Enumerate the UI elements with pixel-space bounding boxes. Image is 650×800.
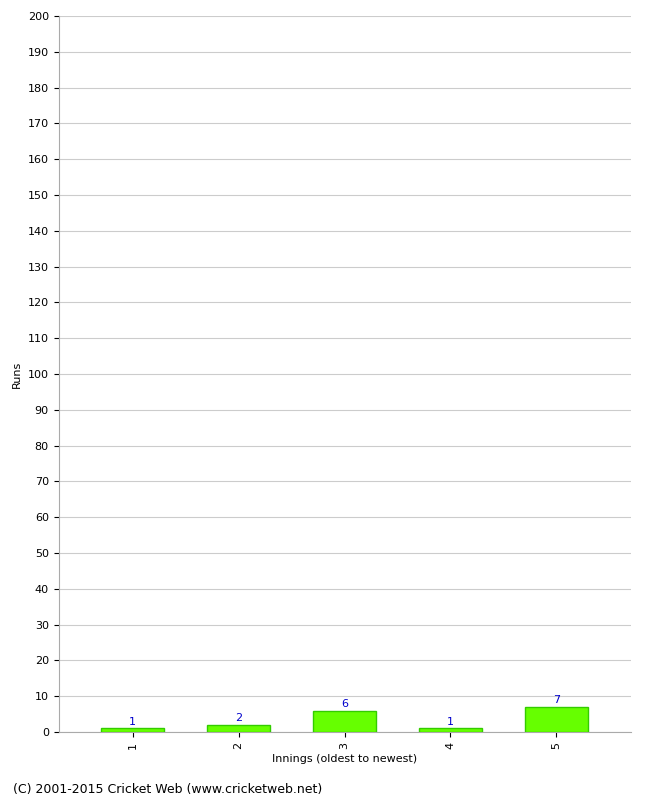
Bar: [525, 707, 588, 732]
Text: 1: 1: [447, 717, 454, 726]
Bar: [101, 729, 164, 732]
Bar: [313, 710, 376, 732]
Text: 6: 6: [341, 698, 348, 709]
Text: (C) 2001-2015 Cricket Web (www.cricketweb.net): (C) 2001-2015 Cricket Web (www.cricketwe…: [13, 783, 322, 796]
Bar: [419, 729, 482, 732]
Text: 1: 1: [129, 717, 136, 726]
Y-axis label: Runs: Runs: [12, 360, 22, 388]
Text: 7: 7: [552, 695, 560, 705]
Bar: [207, 725, 270, 732]
X-axis label: Innings (oldest to newest): Innings (oldest to newest): [272, 754, 417, 765]
Text: 2: 2: [235, 713, 242, 723]
